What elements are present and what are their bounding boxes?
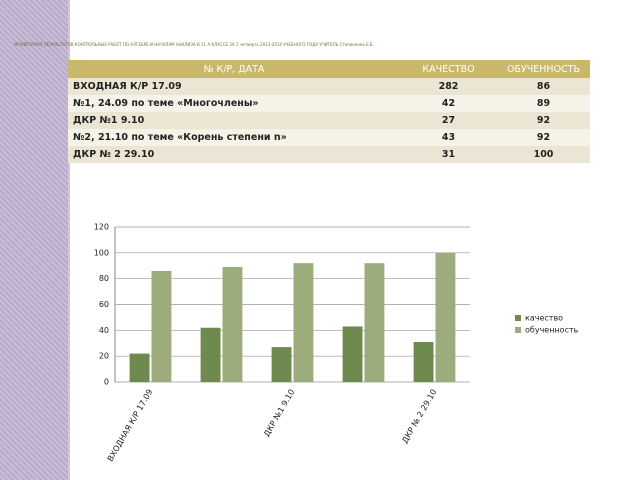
results-table: № К/Р, ДАТА КАЧЕСТВО ОБУЧЕННОСТЬ ВХОДНАЯ… bbox=[68, 60, 590, 163]
header-cell: КАЧЕСТВО bbox=[400, 60, 497, 78]
bar bbox=[222, 267, 243, 382]
y-tick-label: 60 bbox=[99, 300, 109, 309]
table-cell: 282 bbox=[400, 78, 497, 95]
decor-strip bbox=[0, 0, 70, 480]
bar bbox=[151, 270, 172, 382]
table-cell: ДКР № 2 29.10 bbox=[68, 146, 400, 163]
legend-swatch bbox=[515, 315, 521, 321]
x-tick-label: ВХОДНАЯ К/Р 17.09 bbox=[106, 388, 155, 463]
bar bbox=[342, 326, 363, 382]
bar bbox=[200, 327, 221, 382]
table-cell: 92 bbox=[497, 112, 590, 129]
table-cell: 42 bbox=[400, 95, 497, 112]
table-cell: 86 bbox=[497, 78, 590, 95]
legend-swatch bbox=[515, 327, 521, 333]
table-cell: №1, 24.09 по теме «Многочлены» bbox=[68, 95, 400, 112]
x-tick-label: ДКР № 2 29.10 bbox=[400, 388, 438, 445]
bar bbox=[364, 263, 385, 382]
table-cell: ВХОДНАЯ К/Р 17.09 bbox=[68, 78, 400, 95]
slide-title: МОНИТОРИНГ РЕЗУЛЬТАТОВ КОНТРОЛЬНЫХ РАБОТ… bbox=[14, 42, 374, 47]
y-tick-label: 40 bbox=[99, 326, 109, 335]
table-cell: ДКР №1 9.10 bbox=[68, 112, 400, 129]
y-tick-label: 0 bbox=[104, 378, 109, 387]
table-cell: 43 bbox=[400, 129, 497, 146]
table-cell: 27 bbox=[400, 112, 497, 129]
bar bbox=[271, 347, 292, 382]
bar bbox=[413, 341, 434, 382]
legend-label: качество bbox=[525, 314, 563, 323]
header-cell: № К/Р, ДАТА bbox=[68, 60, 400, 78]
table-cell: 31 bbox=[400, 146, 497, 163]
table-cell: 100 bbox=[497, 146, 590, 163]
table-cell: №2, 21.10 по теме «Корень степени n» bbox=[68, 129, 400, 146]
header-cell: ОБУЧЕННОСТЬ bbox=[497, 60, 590, 78]
y-tick-label: 120 bbox=[94, 223, 109, 232]
table-cell: 92 bbox=[497, 129, 590, 146]
y-tick-label: 80 bbox=[99, 274, 109, 283]
x-tick-label: ДКР №1 9.10 bbox=[262, 388, 296, 438]
legend-label: обученность bbox=[525, 326, 579, 335]
bar bbox=[435, 252, 456, 382]
y-tick-label: 100 bbox=[94, 248, 109, 257]
table-cell: 89 bbox=[497, 95, 590, 112]
y-tick-label: 20 bbox=[99, 352, 109, 361]
bar bbox=[293, 263, 314, 382]
bar bbox=[129, 353, 150, 382]
